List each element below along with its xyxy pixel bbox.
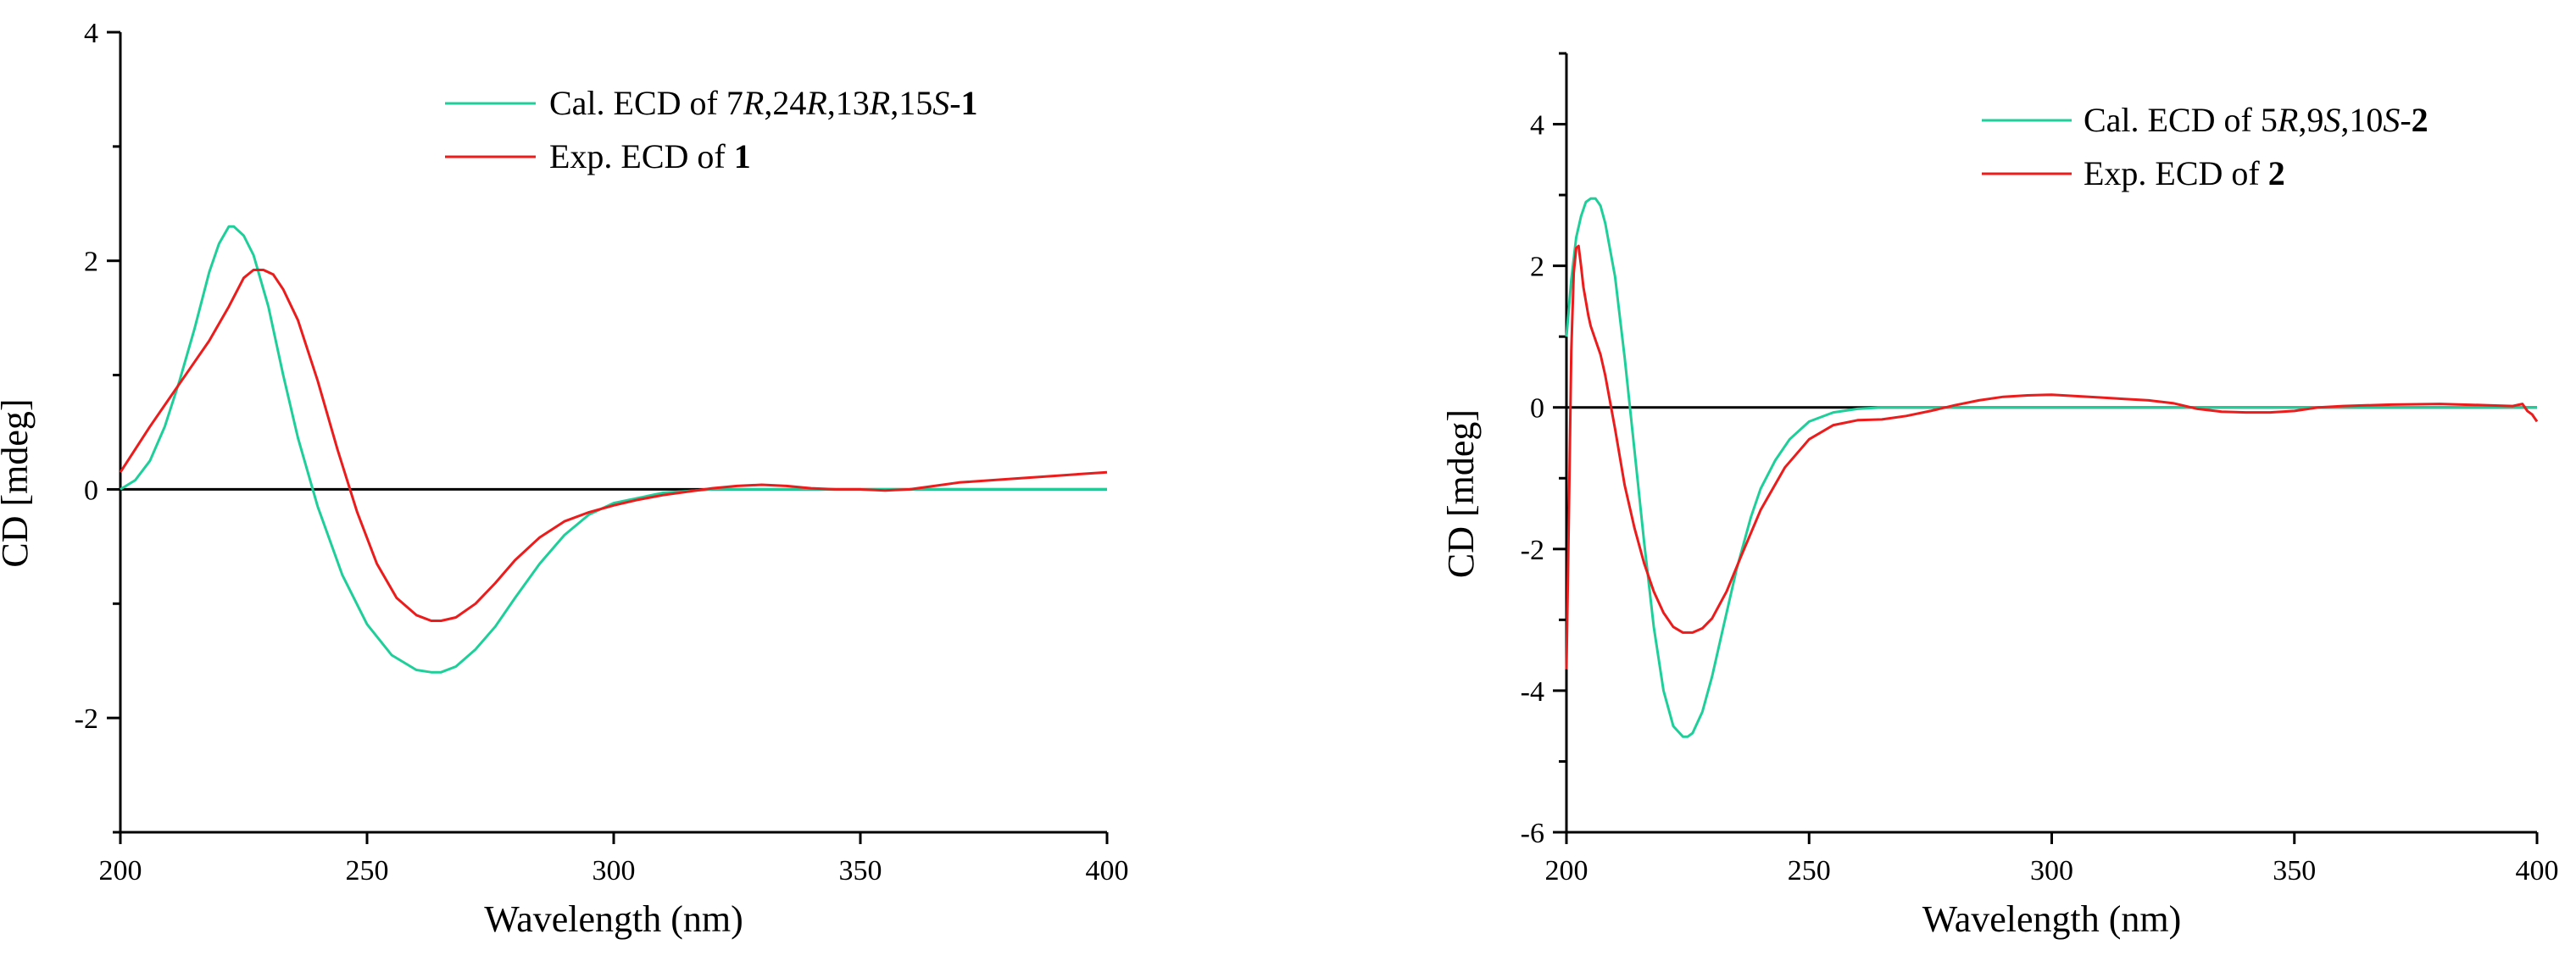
legend-label-part: R: [2277, 101, 2298, 139]
legend-label-part: 1: [734, 137, 751, 175]
x-tick-label: 200: [99, 855, 142, 886]
legend-label: Exp. ECD of 2: [2084, 154, 2285, 192]
legend-label: Exp. ECD of 1: [549, 137, 751, 175]
x-axis-label: Wavelength (nm): [484, 898, 743, 940]
legend-label-part: Exp. ECD of: [2084, 154, 2268, 192]
legend-label-part: ,13: [827, 84, 870, 122]
y-tick-label: 0: [1530, 393, 1544, 425]
y-tick-label: -2: [75, 703, 98, 735]
x-tick-label: 400: [2516, 855, 2559, 886]
legend-label-part: 2: [2412, 101, 2429, 139]
legend-label-part: 2: [2268, 154, 2285, 192]
y-tick-label: 4: [1530, 110, 1544, 142]
legend-label-part: -: [2400, 101, 2411, 139]
legend-label-part: ,24: [764, 84, 806, 122]
x-tick-label: 250: [346, 855, 389, 886]
series-line-experimental: [119, 269, 1108, 622]
legend-label-part: Cal. ECD of 5: [2084, 101, 2278, 139]
x-tick-label: 400: [1086, 855, 1129, 886]
y-axis-label: CD [mdeg]: [1440, 409, 1482, 578]
legend-label-part: -: [949, 84, 960, 122]
legend-label-part: Cal. ECD of 7: [549, 84, 743, 122]
legend-label-part: ,15: [890, 84, 932, 122]
legend-label-part: R: [805, 84, 826, 122]
y-tick-label: 4: [84, 18, 98, 49]
chart-panel-1: 200 250 300 350 400 -2 0 2 4 Wavelength (nm) CD [m…: [0, 18, 1129, 940]
legend-label-part: 1: [961, 84, 978, 122]
x-tick-label: 300: [593, 855, 636, 886]
legend-label-part: R: [743, 84, 764, 122]
legend-label-part: ,10: [2340, 101, 2383, 139]
legend-label-part: S: [932, 84, 949, 122]
legend-label-part: ,9: [2298, 101, 2323, 139]
legend-label-part: S: [2323, 101, 2340, 139]
series-line-calculated: [120, 225, 1107, 674]
x-tick-label: 300: [2030, 855, 2073, 886]
legend-label: Cal. ECD of 5R,9S,10S-2: [2084, 101, 2429, 139]
y-tick-label: -4: [1521, 676, 1544, 708]
series-line-experimental: [1565, 244, 2539, 670]
legend-label: Cal. ECD of 7R,24R,13R,15S-1: [549, 84, 978, 122]
y-tick-label: 2: [84, 247, 98, 278]
x-tick-label: 250: [1788, 855, 1831, 886]
legend-label-part: Exp. ECD of: [549, 137, 734, 175]
y-tick-label: 0: [84, 475, 98, 506]
series-line-calculated: [1565, 197, 2537, 738]
y-tick-label: -6: [1521, 818, 1544, 849]
y-tick-label: 2: [1530, 252, 1544, 283]
x-axis-label: Wavelength (nm): [1922, 898, 2182, 940]
x-tick-label: 350: [839, 855, 882, 886]
y-axis-label: CD [mdeg]: [0, 398, 36, 567]
x-tick-label: 200: [1545, 855, 1588, 886]
legend-label-part: S: [2383, 101, 2400, 139]
x-tick-label: 350: [2273, 855, 2316, 886]
y-tick-label: -2: [1521, 535, 1544, 566]
legend-label-part: R: [869, 84, 890, 122]
